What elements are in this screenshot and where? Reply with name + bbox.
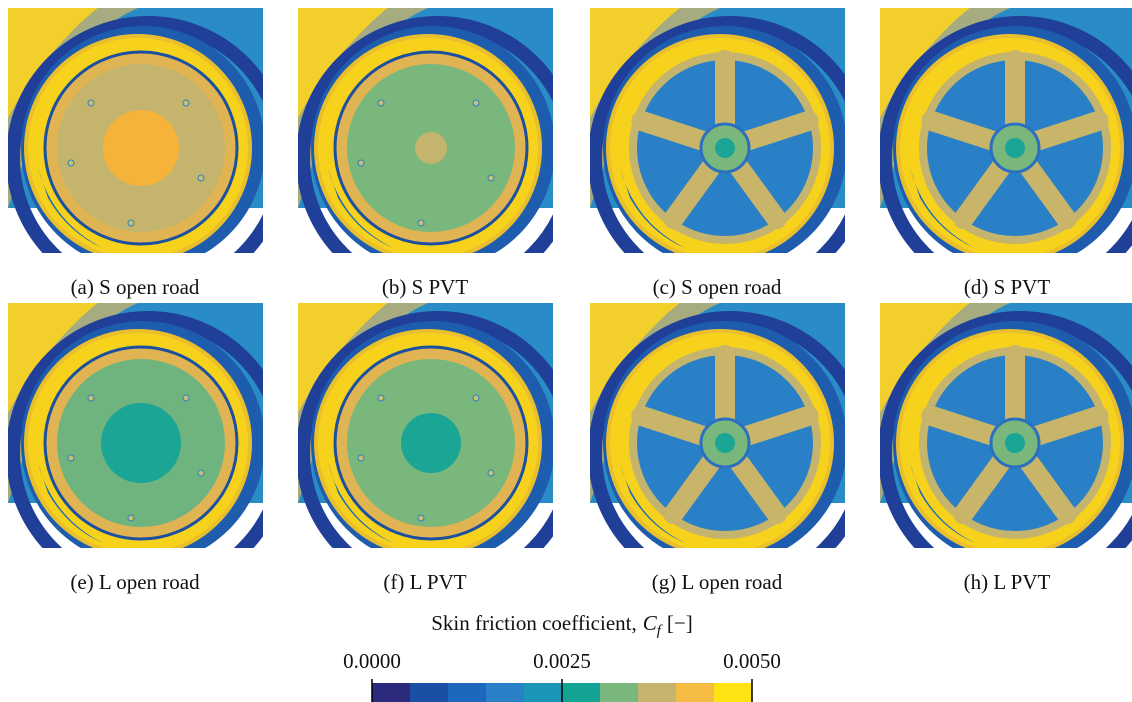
title-text: Skin friction coefficient, [431, 611, 636, 635]
fender-arch [8, 16, 263, 253]
wheel-image [590, 8, 845, 253]
bolt [127, 514, 135, 522]
colorbar-segment [600, 683, 639, 702]
bolt [182, 99, 190, 107]
wheel-image [880, 303, 1132, 548]
bolt [67, 454, 75, 462]
panel-caption: (h) L PVT [964, 570, 1051, 594]
fender-arch [880, 311, 1132, 548]
image-content [590, 8, 845, 253]
bolt [127, 219, 135, 227]
bolt [417, 219, 425, 227]
bolt [487, 469, 495, 477]
wheel-image [8, 8, 263, 253]
body-highlight [590, 303, 680, 413]
body-highlight [880, 303, 970, 413]
colorbar-segment [486, 683, 525, 702]
wheel-image [8, 303, 263, 548]
disc-center [401, 413, 461, 473]
hub-center [1005, 433, 1025, 453]
fender-arch [8, 311, 263, 548]
bolt [377, 394, 385, 402]
title-unit: [−] [667, 611, 693, 635]
bolt [197, 174, 205, 182]
colorbar-segment [448, 683, 487, 702]
colorbar-title: Skin friction coefficient, Cf [−] [431, 611, 693, 639]
colorbar-segment [638, 683, 677, 702]
colorbar-tick-label: 0.0050 [723, 649, 781, 673]
image-content [8, 303, 263, 548]
bolt [357, 159, 365, 167]
bolt [487, 174, 495, 182]
colorbar-tick-label: 0.0025 [533, 649, 591, 673]
body-highlight [8, 8, 98, 118]
hub-center [1005, 138, 1025, 158]
wheel-image [298, 303, 553, 548]
image-content [590, 303, 845, 548]
colorbar-segment [372, 683, 411, 702]
bolt [87, 99, 95, 107]
colorbar-segment [524, 683, 563, 702]
colorbar-segment [714, 683, 753, 702]
colorbar-segment [676, 683, 715, 702]
disc-center [103, 110, 179, 186]
bolt [377, 99, 385, 107]
panel-caption: (e) L open road [70, 570, 200, 594]
fender-arch [880, 16, 1132, 253]
disc-center [101, 403, 181, 483]
fender-arch [590, 16, 845, 253]
panel-caption: (a) S open road [71, 275, 200, 299]
panel-caption: (f) L PVT [383, 570, 466, 594]
hub-center [715, 433, 735, 453]
title-symbol: C [643, 611, 658, 635]
fender-arch [298, 16, 553, 253]
panel-caption: (d) S PVT [964, 275, 1051, 299]
colorbar-tick-label: 0.0000 [343, 649, 401, 673]
disc-center [415, 132, 447, 164]
colorbar-segment [410, 683, 449, 702]
bolt [182, 394, 190, 402]
image-content [8, 8, 263, 253]
wheel-image [880, 8, 1132, 253]
bolt [87, 394, 95, 402]
title-subscript: f [657, 623, 663, 639]
image-content [298, 303, 553, 548]
fender-arch [590, 311, 845, 548]
bolt [417, 514, 425, 522]
bolt [197, 469, 205, 477]
bolt [357, 454, 365, 462]
panel-caption: (c) S open road [653, 275, 782, 299]
image-content [298, 8, 553, 253]
bolt [472, 99, 480, 107]
wheel-image [590, 303, 845, 548]
bolt [67, 159, 75, 167]
bolt [472, 394, 480, 402]
body-highlight [590, 8, 680, 118]
hub-center [715, 138, 735, 158]
wheel-image [298, 8, 553, 253]
panel-caption: (b) S PVT [382, 275, 469, 299]
body-highlight [8, 303, 98, 413]
fender-arch [298, 311, 553, 548]
image-content [880, 303, 1132, 548]
body-highlight [880, 8, 970, 118]
image-content [880, 8, 1132, 253]
panel-caption: (g) L open road [652, 570, 783, 594]
body-highlight [298, 303, 388, 413]
body-highlight [298, 8, 388, 118]
colorbar-segment [562, 683, 601, 702]
